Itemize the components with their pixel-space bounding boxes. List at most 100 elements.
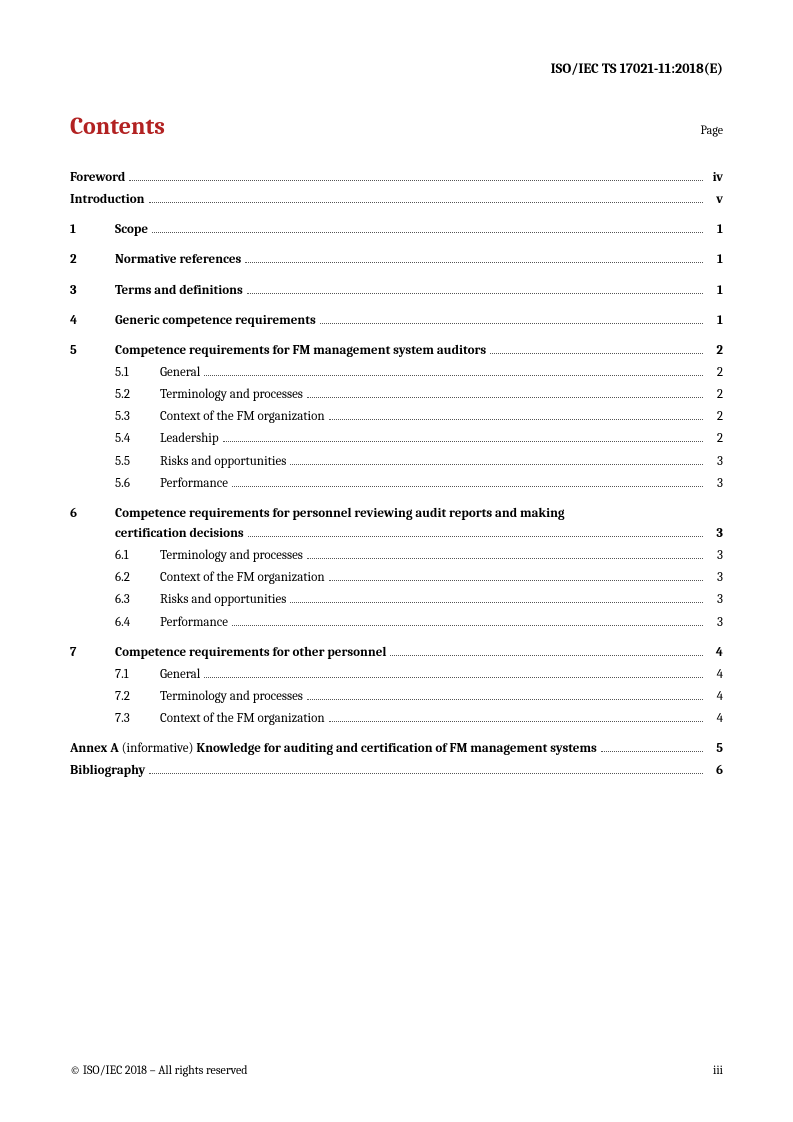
toc-entry-terms-definitions: 3 Terms and definitions 1 [70,281,723,301]
toc-leader-dots [204,375,703,376]
page-column-label: Page [701,123,723,137]
toc-title: Competence requirements for other person… [115,643,386,663]
toc-entry-5-6: 5.6 Performance 3 [70,474,723,494]
toc-leader-dots [307,699,703,700]
toc-leader-dots [129,180,703,181]
toc-leader-dots [152,232,703,233]
toc-subsection-number: 5.4 [115,429,160,449]
toc-section-number: 1 [70,220,115,240]
toc-leader-dots [329,419,703,420]
toc-leader-dots [601,751,703,752]
toc-leader-dots [329,580,703,581]
toc-leader-dots [245,262,703,263]
toc-page: 4 [707,687,723,707]
toc-page: 1 [707,281,723,301]
toc-title: Leadership [160,429,219,449]
toc-section-number: 7 [70,643,115,663]
toc-subsection-number: 6.1 [115,546,160,566]
table-of-contents: Foreword iv Introduction v 1 Scope 1 2 N… [70,168,723,782]
toc-entry-7-2: 7.2 Terminology and processes 4 [70,687,723,707]
toc-leader-dots [223,441,703,442]
toc-page: 5 [707,739,723,759]
toc-page: 2 [707,407,723,427]
toc-leader-dots [149,773,703,774]
toc-page: 6 [707,761,723,781]
toc-page: 4 [707,665,723,685]
contents-heading: Contents [70,112,165,140]
toc-leader-dots [329,721,703,722]
toc-subsection-number: 7.2 [115,687,160,707]
toc-title: Context of the FM organization [160,568,325,588]
toc-entry-7-1: 7.1 General 4 [70,665,723,685]
toc-title: Terminology and processes [160,385,303,405]
toc-entry-annex-a: Annex A (informative) Knowledge for audi… [70,739,723,759]
toc-entry-section5: 5 Competence requirements for FM managem… [70,341,723,361]
toc-title-line1: Competence requirements for personnel re… [115,504,723,524]
toc-page: 1 [707,311,723,331]
toc-page: v [707,190,723,210]
toc-leader-dots [204,677,703,678]
copyright-text: © ISO/IEC 2018 – All rights reserved [70,1063,248,1077]
page-footer: © ISO/IEC 2018 – All rights reserved iii [70,1063,723,1077]
toc-page: 3 [707,613,723,633]
toc-page: 4 [707,643,723,663]
toc-page: 3 [707,590,723,610]
toc-subsection-number: 7.1 [115,665,160,685]
toc-title: Foreword [70,168,125,188]
toc-page: 2 [707,429,723,449]
toc-title: Risks and opportunities [160,590,286,610]
toc-leader-dots [247,293,703,294]
toc-page: 3 [707,524,723,544]
toc-subsection-number: 7.3 [115,709,160,729]
toc-entry-generic-competence: 4 Generic competence requirements 1 [70,311,723,331]
toc-title: General [160,363,200,383]
toc-entry-introduction: Introduction v [70,190,723,210]
toc-subsection-number: 6.3 [115,590,160,610]
toc-entry-5-1: 5.1 General 2 [70,363,723,383]
toc-section-number: 3 [70,281,115,301]
toc-entry-6-2: 6.2 Context of the FM organization 3 [70,568,723,588]
toc-subsection-number: 5.5 [115,452,160,472]
toc-page: 1 [707,220,723,240]
toc-subsection-number: 5.3 [115,407,160,427]
toc-leader-dots [307,397,703,398]
toc-leader-dots [248,536,703,537]
toc-title: Bibliography [70,761,145,781]
toc-page: 3 [707,474,723,494]
toc-leader-dots [149,202,703,203]
toc-entry-scope: 1 Scope 1 [70,220,723,240]
toc-entry-7-3: 7.3 Context of the FM organization 4 [70,709,723,729]
contents-title-row: Contents Page [70,112,723,140]
toc-page: 2 [707,341,723,361]
toc-entry-6-3: 6.3 Risks and opportunities 3 [70,590,723,610]
toc-entry-6-1: 6.1 Terminology and processes 3 [70,546,723,566]
toc-page: 3 [707,546,723,566]
toc-title: Context of the FM organization [160,709,325,729]
toc-page: iv [707,168,723,188]
toc-title: Performance [160,474,228,494]
toc-subsection-number: 6.2 [115,568,160,588]
toc-title: Annex A (informative) Knowledge for audi… [70,739,597,759]
toc-subsection-number: 5.2 [115,385,160,405]
toc-title: Terminology and processes [160,687,303,707]
toc-title: General [160,665,200,685]
toc-section-number: 6 [70,504,115,524]
toc-entry-section6: 6 Competence requirements for personnel … [70,504,723,544]
toc-entry-5-4: 5.4 Leadership 2 [70,429,723,449]
toc-entry-normative-references: 2 Normative references 1 [70,250,723,270]
toc-title: Scope [115,220,148,240]
toc-entry-section7: 7 Competence requirements for other pers… [70,643,723,663]
toc-leader-dots [290,464,703,465]
toc-page: 1 [707,250,723,270]
toc-title: Terminology and processes [160,546,303,566]
toc-leader-dots [307,558,703,559]
toc-subsection-number: 5.1 [115,363,160,383]
toc-page: 4 [707,709,723,729]
toc-title: Competence requirements for FM managemen… [115,341,486,361]
toc-page: 2 [707,363,723,383]
toc-leader-dots [232,486,703,487]
page-number: iii [713,1063,723,1077]
toc-page: 3 [707,452,723,472]
toc-title: Terms and definitions [115,281,243,301]
toc-title: Introduction [70,190,145,210]
